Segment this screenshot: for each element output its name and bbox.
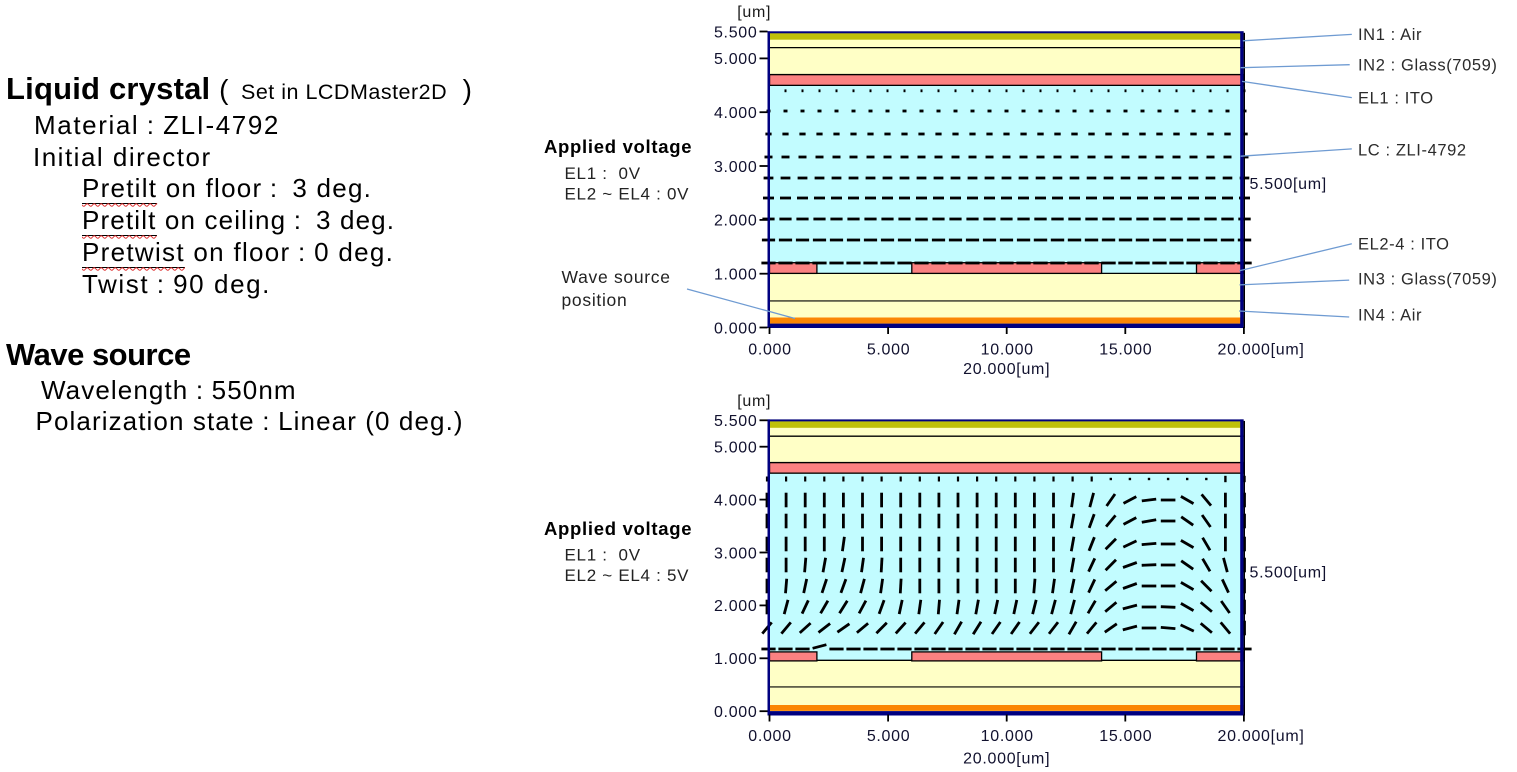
svg-text:Wave source: Wave source [562, 267, 671, 287]
svg-text:EL1 : ITO: EL1 : ITO [1358, 90, 1434, 108]
svg-text:0.000: 0.000 [748, 341, 792, 358]
svg-text:5.500: 5.500 [714, 413, 758, 430]
svg-text:[um]: [um] [737, 393, 771, 410]
svg-text:1.000: 1.000 [714, 651, 758, 668]
svg-text:5.000: 5.000 [714, 440, 758, 457]
svg-text:15.000: 15.000 [1099, 341, 1152, 358]
svg-text:position: position [562, 290, 628, 310]
svg-text:0.000: 0.000 [714, 320, 758, 337]
svg-text:3.000: 3.000 [714, 545, 758, 562]
svg-text:EL2-4 : ITO: EL2-4 : ITO [1358, 235, 1450, 253]
svg-text:EL1 : 0V: EL1 : 0V [565, 545, 641, 564]
svg-text:20.000[um]: 20.000[um] [963, 751, 1050, 768]
svg-text:IN1 : Air: IN1 : Air [1358, 26, 1422, 44]
svg-text:EL2 ~ EL4 : 0V: EL2 ~ EL4 : 0V [565, 185, 690, 204]
svg-text:20.000[um]: 20.000[um] [1218, 341, 1305, 358]
svg-text:IN4 : Air: IN4 : Air [1358, 306, 1422, 324]
svg-text:5.500: 5.500 [714, 24, 758, 41]
svg-text:0.000: 0.000 [714, 704, 758, 721]
svg-text:IN2 : Glass(7059): IN2 : Glass(7059) [1358, 57, 1498, 75]
svg-text:IN3 : Glass(7059): IN3 : Glass(7059) [1358, 271, 1498, 289]
svg-text:15.000: 15.000 [1099, 728, 1152, 745]
svg-text:4.000: 4.000 [714, 105, 758, 122]
svg-text:20.000[um]: 20.000[um] [1218, 728, 1305, 745]
svg-text:2.000: 2.000 [714, 598, 758, 615]
svg-text:EL2 ~ EL4 : 5V: EL2 ~ EL4 : 5V [565, 566, 690, 585]
svg-text:Applied voltage: Applied voltage [544, 136, 692, 157]
svg-text:LC : ZLI-4792: LC : ZLI-4792 [1358, 142, 1467, 160]
svg-text:4.000: 4.000 [714, 492, 758, 509]
svg-text:5.500[um]: 5.500[um] [1250, 565, 1327, 582]
svg-text:[um]: [um] [737, 4, 771, 21]
svg-text:2.000: 2.000 [714, 213, 758, 230]
svg-text:3.000: 3.000 [714, 159, 758, 176]
svg-text:EL1 : 0V: EL1 : 0V [565, 164, 641, 183]
svg-text:5.000: 5.000 [714, 51, 758, 68]
svg-text:20.000[um]: 20.000[um] [963, 361, 1050, 378]
svg-text:5.500[um]: 5.500[um] [1250, 176, 1327, 193]
svg-text:5.000: 5.000 [867, 341, 911, 358]
svg-text:10.000: 10.000 [981, 341, 1034, 358]
svg-text:Applied voltage: Applied voltage [544, 518, 692, 539]
svg-text:5.000: 5.000 [867, 728, 911, 745]
svg-text:0.000: 0.000 [748, 728, 792, 745]
svg-text:1.000: 1.000 [714, 267, 758, 284]
svg-text:10.000: 10.000 [981, 728, 1034, 745]
